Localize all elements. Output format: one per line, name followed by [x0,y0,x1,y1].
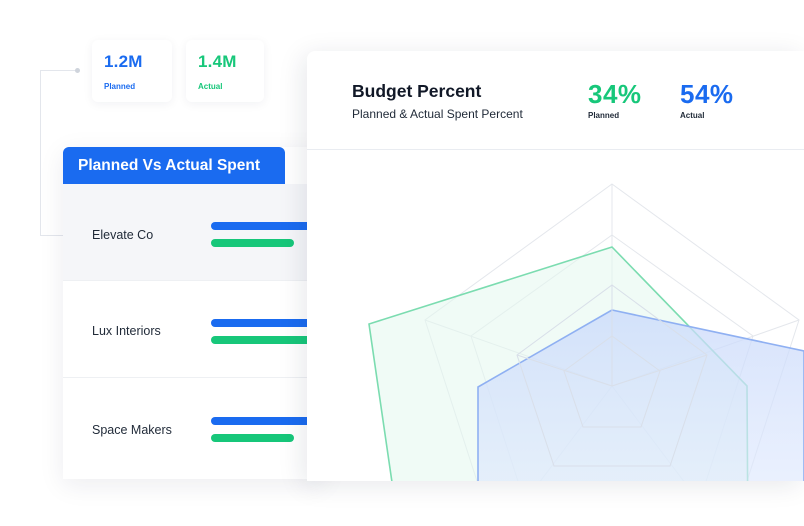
radar-grid-ring [516,284,708,467]
connector-line [40,70,41,235]
company-name: Space Makers [92,423,172,437]
actual-bar [211,239,294,247]
connector-line [40,235,77,236]
company-name: Elevate Co [92,228,154,242]
list-item[interactable]: Lux Interiors [63,281,323,378]
planned-vs-actual-card: Elevate Co Lux Interiors Space Makers Pl… [63,147,323,479]
radar-series-actual [477,309,804,481]
radar-axis [611,354,708,387]
planned-stat-label: Planned [104,82,136,91]
radar-grid-ring [563,335,661,428]
list-item[interactable]: Space Makers [63,378,323,479]
card-header: Planned Vs Actual Spent [63,147,285,184]
actual-stat-value: 1.4M [198,52,237,71]
card-header: Budget Percent Planned & Actual Spent Pe… [307,51,804,150]
planned-percent-label: Planned [588,111,620,120]
list-item[interactable]: Elevate Co [63,184,323,281]
planned-percent: 34% Planned [588,79,642,120]
actual-percent-label: Actual [680,111,705,120]
radar-axis [516,354,613,387]
radar-chart [368,183,804,481]
planned-bar [211,319,323,327]
budget-percent-card: Budget Percent Planned & Actual Spent Pe… [307,51,804,481]
actual-percent: 54% Actual [680,79,734,120]
planned-bar [211,222,323,230]
actual-stat-card: 1.4M Actual [186,40,264,102]
planned-percent-value: 34% [588,79,642,109]
company-name: Lux Interiors [92,324,161,338]
planned-bar [211,417,323,425]
connector-line [40,70,77,71]
actual-bar [211,434,294,442]
card-title: Budget Percent [352,81,482,101]
actual-stat-label: Actual [198,82,223,91]
card-subtitle: Planned & Actual Spent Percent [352,107,523,121]
connector-dot [75,68,80,73]
planned-stat-value: 1.2M [104,52,143,71]
actual-percent-value: 54% [680,79,734,109]
actual-bar [211,336,323,344]
planned-stat-card: 1.2M Planned [92,40,172,102]
